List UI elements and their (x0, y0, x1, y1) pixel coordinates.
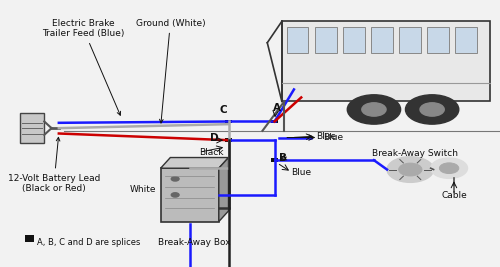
Polygon shape (160, 158, 228, 168)
Bar (272, 120, 278, 123)
Bar (226, 120, 232, 123)
Text: D: D (210, 132, 219, 143)
Text: Ground (White): Ground (White) (136, 19, 205, 123)
Bar (371, 27, 393, 53)
Bar (272, 159, 278, 162)
Polygon shape (219, 158, 228, 222)
Circle shape (420, 103, 444, 116)
Text: Black: Black (199, 148, 224, 157)
Circle shape (440, 163, 459, 174)
Text: Cable: Cable (441, 191, 467, 200)
Text: C: C (220, 105, 228, 115)
Text: Electric Brake
Trailer Feed (Blue): Electric Brake Trailer Feed (Blue) (42, 19, 124, 115)
Text: Break-Away Box: Break-Away Box (158, 238, 231, 247)
Circle shape (398, 163, 422, 176)
Bar (160, 168, 219, 222)
Bar (399, 27, 421, 53)
Bar (282, 21, 490, 101)
Circle shape (406, 95, 459, 124)
Circle shape (172, 177, 179, 181)
Text: Break-Away Switch: Break-Away Switch (372, 149, 458, 158)
Text: Blue: Blue (292, 168, 312, 177)
Bar (226, 138, 232, 142)
Circle shape (348, 95, 401, 124)
Text: White: White (130, 185, 156, 194)
Bar (343, 27, 364, 53)
Text: B: B (280, 152, 287, 163)
Circle shape (430, 158, 468, 178)
Text: A, B, C and D are splices: A, B, C and D are splices (37, 238, 140, 248)
Bar (428, 27, 449, 53)
Bar (25, 235, 34, 242)
Circle shape (172, 193, 179, 197)
Bar (456, 27, 477, 53)
Bar (315, 27, 336, 53)
Bar (286, 27, 308, 53)
Bar (20, 113, 44, 143)
Text: Blue: Blue (316, 132, 336, 141)
Circle shape (362, 103, 386, 116)
Circle shape (387, 157, 434, 182)
Text: 12-Volt Battery Lead
(Black or Red): 12-Volt Battery Lead (Black or Red) (8, 137, 100, 193)
Text: Blue: Blue (323, 133, 343, 142)
Text: A: A (273, 104, 281, 113)
